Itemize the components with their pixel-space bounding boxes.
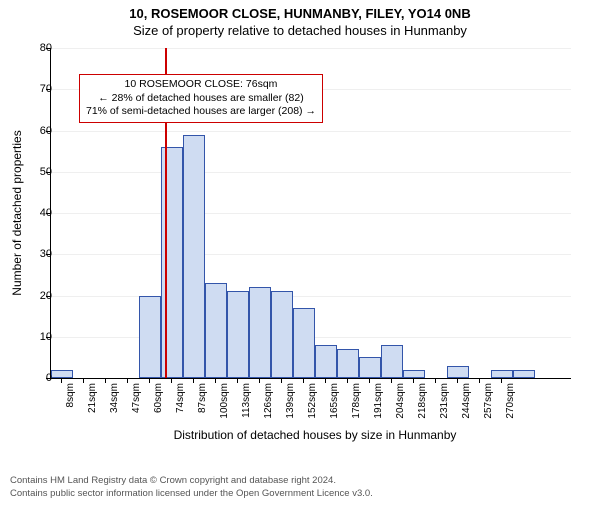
xtick-label: 218sqm [417, 383, 428, 419]
xtick-mark [171, 378, 172, 383]
page-subtitle: Size of property relative to detached ho… [0, 23, 600, 38]
xtick-mark [501, 378, 502, 383]
histogram-bar [249, 287, 271, 378]
xtick-mark [391, 378, 392, 383]
histogram-bar [491, 370, 513, 378]
xtick-label: 100sqm [219, 383, 230, 419]
histogram-bar [447, 366, 469, 378]
ytick-label: 40 [22, 207, 52, 219]
xtick-mark [149, 378, 150, 383]
xtick-label: 47sqm [131, 383, 142, 413]
xtick-mark [281, 378, 282, 383]
xtick-label: 34sqm [109, 383, 120, 413]
ytick-label: 50 [22, 166, 52, 178]
histogram-bar [271, 291, 293, 378]
annotation-box: 10 ROSEMOOR CLOSE: 76sqm ← 28% of detach… [79, 74, 323, 123]
ytick-label: 10 [22, 331, 52, 343]
annotation-line1: 10 ROSEMOOR CLOSE: 76sqm [86, 78, 316, 92]
histogram-bar [139, 296, 161, 379]
xtick-mark [237, 378, 238, 383]
xtick-mark [127, 378, 128, 383]
xtick-label: 152sqm [307, 383, 318, 419]
xtick-mark [369, 378, 370, 383]
xtick-label: 60sqm [153, 383, 164, 413]
xtick-label: 244sqm [461, 383, 472, 419]
histogram-bar [359, 357, 381, 378]
xtick-label: 126sqm [263, 383, 274, 419]
xtick-label: 191sqm [373, 383, 384, 419]
xtick-mark [303, 378, 304, 383]
xtick-mark [259, 378, 260, 383]
histogram-bar [403, 370, 425, 378]
xtick-label: 8sqm [65, 383, 76, 407]
xtick-mark [457, 378, 458, 383]
ytick-label: 80 [22, 42, 52, 54]
histogram-chart: 10 ROSEMOOR CLOSE: 76sqm ← 28% of detach… [50, 48, 580, 403]
xtick-label: 231sqm [439, 383, 450, 419]
annotation-line3: 71% of semi-detached houses are larger (… [86, 105, 316, 119]
xtick-label: 113sqm [241, 383, 252, 418]
xtick-label: 87sqm [197, 383, 208, 413]
histogram-bar [513, 370, 535, 378]
xtick-mark [61, 378, 62, 383]
xtick-label: 178sqm [351, 383, 362, 419]
histogram-bar [337, 349, 359, 378]
xtick-label: 165sqm [329, 383, 340, 419]
histogram-bar [51, 370, 73, 378]
xtick-label: 139sqm [285, 383, 296, 419]
histogram-bar [161, 147, 183, 378]
xtick-mark [215, 378, 216, 383]
ytick-label: 20 [22, 290, 52, 302]
footer-line2: Contains public sector information licen… [10, 488, 373, 500]
footer-line1: Contains HM Land Registry data © Crown c… [10, 475, 373, 487]
ytick-label: 70 [22, 83, 52, 95]
xtick-label: 204sqm [395, 383, 406, 419]
xtick-mark [435, 378, 436, 383]
xtick-label: 21sqm [87, 383, 98, 413]
xtick-mark [347, 378, 348, 383]
xtick-mark [413, 378, 414, 383]
histogram-bar [227, 291, 249, 378]
histogram-bar [315, 345, 337, 378]
xtick-label: 257sqm [483, 383, 494, 419]
ytick-label: 30 [22, 248, 52, 260]
ytick-label: 60 [22, 125, 52, 137]
histogram-bar [381, 345, 403, 378]
xtick-label: 74sqm [175, 383, 186, 413]
xtick-mark [83, 378, 84, 383]
x-axis-label: Distribution of detached houses by size … [50, 428, 580, 442]
xtick-mark [193, 378, 194, 383]
page-title: 10, ROSEMOOR CLOSE, HUNMANBY, FILEY, YO1… [0, 6, 600, 21]
plot-area: 10 ROSEMOOR CLOSE: 76sqm ← 28% of detach… [50, 48, 571, 379]
xtick-mark [105, 378, 106, 383]
histogram-bar [205, 283, 227, 378]
ytick-label: 0 [22, 372, 52, 384]
histogram-bar [183, 135, 205, 378]
xtick-mark [325, 378, 326, 383]
xtick-label: 270sqm [505, 383, 516, 419]
xtick-mark [479, 378, 480, 383]
histogram-bar [293, 308, 315, 378]
footer-attribution: Contains HM Land Registry data © Crown c… [10, 475, 373, 500]
annotation-line2: ← 28% of detached houses are smaller (82… [86, 92, 316, 106]
